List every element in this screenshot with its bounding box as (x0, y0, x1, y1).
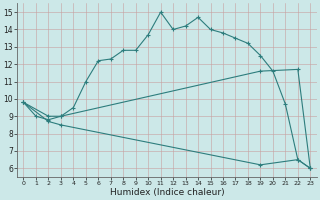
X-axis label: Humidex (Indice chaleur): Humidex (Indice chaleur) (109, 188, 224, 197)
